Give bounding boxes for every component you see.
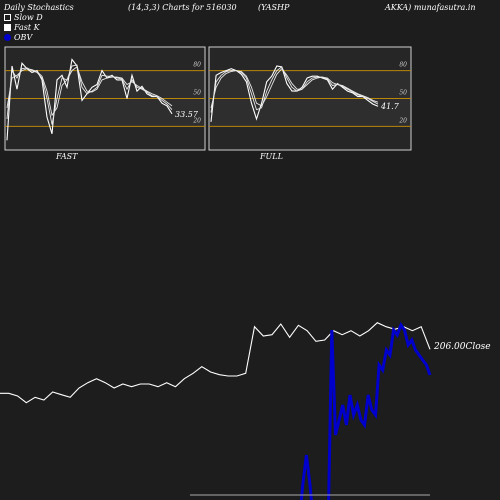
chart-params: (14,3,3) Charts for 516030: [128, 3, 237, 12]
full-series-2-line: [210, 67, 379, 108]
slow-d-swatch: [4, 14, 11, 21]
full-panel-title: FULL: [260, 152, 283, 161]
source-label: AKKA) munafasutra.in: [385, 3, 476, 12]
full-series-1-line: [210, 66, 379, 113]
fast-y-tick-50: 50: [193, 90, 201, 97]
fast-k-swatch: [4, 24, 11, 31]
legend-fast-k-label: Fast K: [14, 23, 40, 32]
full-y-tick-80: 80: [399, 62, 407, 69]
legend-obv-label: OBV: [14, 33, 33, 42]
ticker-label: (YASHP: [258, 3, 290, 12]
fast-y-tick-80: 80: [193, 62, 201, 69]
close-price-label: 206.00Close: [434, 342, 491, 352]
fast-series-2-line: [6, 66, 173, 117]
legend-obv: OBV: [4, 33, 32, 42]
legend-slow-d: Slow D: [4, 13, 43, 22]
legend-slow-d-label: Slow D: [14, 13, 43, 22]
price-line: [0, 322, 431, 404]
chart-title: Daily Stochastics: [4, 3, 74, 12]
full-y-tick-20: 20: [398, 117, 407, 124]
fast-last-value-label: 33.57: [175, 110, 199, 119]
fast-y-tick-20: 20: [192, 117, 201, 124]
fast-panel-title: FAST: [56, 152, 78, 161]
obv-line: [299, 321, 432, 500]
fast-series-1-line: [6, 64, 173, 125]
full-series-0-line: [210, 65, 379, 122]
full-last-value-label: 41.7: [380, 102, 400, 111]
full-y-tick-50: 50: [399, 90, 407, 97]
legend-fast-k: Fast K: [4, 23, 40, 32]
obv-swatch: [4, 34, 11, 41]
